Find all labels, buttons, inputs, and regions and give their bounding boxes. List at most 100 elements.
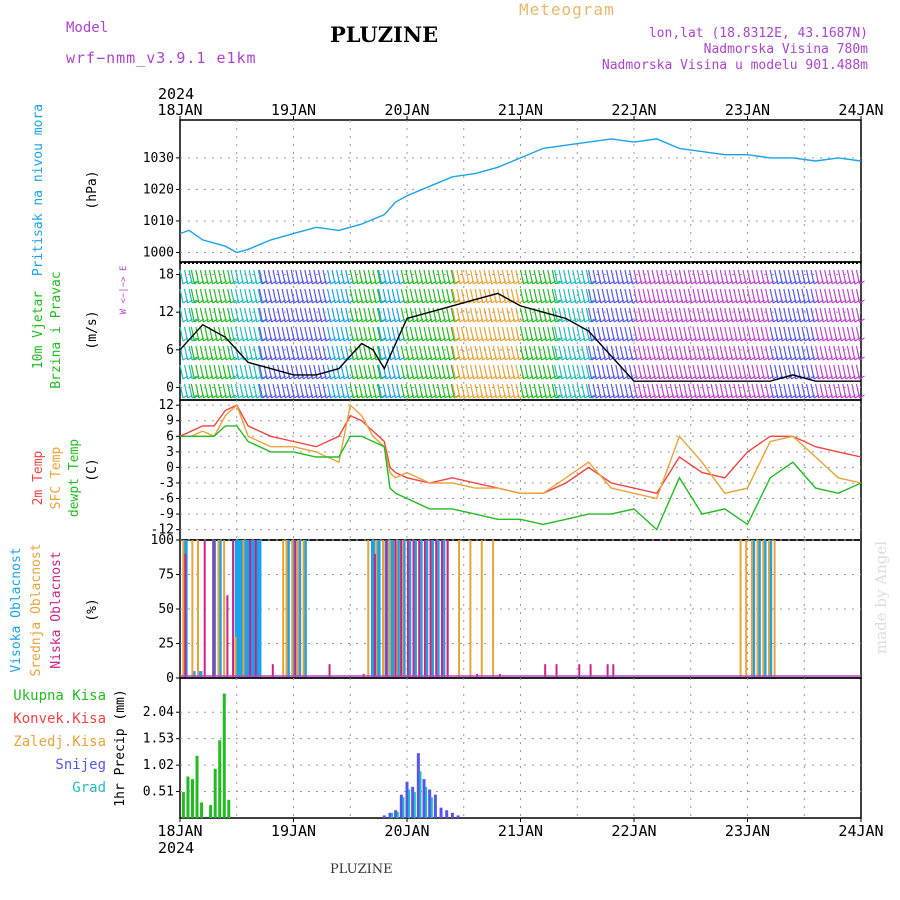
wind-barb-shaft (331, 345, 336, 361)
wind-barb-shaft (441, 345, 446, 361)
wind-barb-shaft (506, 383, 511, 399)
wind-barb-shaft (349, 326, 354, 342)
precip-bar-0 (200, 802, 204, 818)
wind-barb-shaft (418, 364, 424, 380)
wind-barb-shaft (567, 269, 572, 285)
wind-barb-shaft (519, 288, 525, 304)
wind-barb-shaft (787, 288, 792, 304)
wind-barb-shaft (696, 269, 702, 285)
wind-barb-shaft (774, 345, 779, 361)
wind-barb-shaft (488, 307, 493, 323)
wind-barb-shaft (313, 383, 318, 399)
wind-barb-shaft (624, 307, 629, 323)
wind-barb-shaft (760, 383, 765, 399)
wind-barb-shaft (628, 383, 634, 399)
wind-barb-shaft (601, 326, 606, 342)
wind-barb-shaft (277, 364, 282, 380)
wind-barb-shaft (295, 307, 300, 323)
wind-barb-shaft (213, 345, 218, 361)
wind-barb-shaft (227, 307, 232, 323)
wind-barb-shaft (367, 288, 372, 304)
wind-barb-shaft (456, 307, 461, 323)
cloud-label-low: Niska Oblacnost (49, 551, 64, 668)
wind-barb-shaft (340, 345, 345, 361)
wind-barb-shaft (290, 326, 295, 342)
wind-barb-shaft (414, 307, 419, 323)
wind-barb-shaft (567, 288, 572, 304)
wind-barb-shaft (218, 288, 223, 304)
year-label-top: 2024 (158, 85, 194, 103)
wind-barb-shaft (183, 288, 189, 304)
wind-barb-shaft (796, 269, 802, 285)
cloud-bar-mid (469, 540, 472, 677)
wind-barb-shaft (179, 383, 184, 399)
wind-barb-shaft (258, 345, 264, 361)
wind-barb-shaft (253, 364, 258, 380)
wind-barb-shaft (563, 326, 568, 342)
wind-barb-shaft (358, 269, 363, 285)
wind-barb-shaft (585, 269, 590, 285)
wind-barb-shaft (345, 269, 350, 285)
y-tick-label: 0.51 (143, 785, 174, 800)
wind-barb-shaft (687, 364, 693, 380)
wind-barb-shaft (637, 269, 643, 285)
wind-barb-shaft (610, 288, 615, 304)
wind-barb-shaft (837, 383, 842, 399)
wind-barb-shaft (272, 269, 277, 285)
wind-barb-shaft (363, 307, 368, 323)
wind-barb-shaft (405, 345, 410, 361)
wind-barb-shaft (706, 326, 711, 342)
wind-barb-shaft (751, 307, 756, 323)
wind-barb-shaft (515, 288, 520, 304)
wind-barb-shaft (427, 269, 433, 285)
wind-barb-shaft (396, 345, 401, 361)
wind-barb-shaft (792, 364, 797, 380)
wind-barb-shaft (299, 364, 304, 380)
wind-barb-shaft (819, 383, 824, 399)
wind-barb-shaft (469, 383, 475, 399)
wind-barb-shaft (253, 307, 258, 323)
cloud-bar-low (446, 540, 449, 677)
x-tick-label-bottom: 22JAN (611, 822, 656, 840)
wind-barb-shaft (331, 383, 336, 399)
wind-barb-shaft (253, 326, 258, 342)
wind-barb-shaft (837, 288, 842, 304)
wind-barb-shaft (553, 383, 559, 399)
precip-legend-4: Grad (72, 780, 106, 796)
wind-barb-shaft (414, 326, 419, 342)
wind-barb-shaft (501, 345, 506, 361)
wind-barb-shaft (674, 383, 679, 399)
wind-barb-shaft (414, 364, 419, 380)
wind-barb-shaft (277, 345, 282, 361)
wind-barb-shaft (230, 288, 235, 304)
wind-barb-shaft (349, 307, 354, 323)
wind-barb-shaft (678, 364, 683, 380)
wind-barb-shaft (733, 288, 738, 304)
wind-compass-label: W <−|−> E (119, 266, 129, 315)
wind-barb-shaft (846, 383, 851, 399)
wind-barb-shaft (637, 307, 643, 323)
wind-barb-shaft (651, 364, 656, 380)
wind-barb-shaft (222, 345, 227, 361)
cloud-bar-low (328, 664, 331, 677)
wind-barb-shaft (846, 364, 851, 380)
wind-barb-shaft (437, 326, 442, 342)
wind-barb-shaft (755, 288, 761, 304)
cloud-bar-low (203, 540, 206, 677)
precip-bar-0 (227, 799, 231, 818)
wind-barb-shaft (317, 288, 323, 304)
wind-barb-shaft (687, 383, 693, 399)
wind-barb-shaft (437, 345, 442, 361)
wind-barb-shaft (815, 383, 820, 399)
wind-barb-shaft (778, 383, 783, 399)
wind-barb-shaft (515, 345, 520, 361)
wind-barb-shaft (828, 326, 833, 342)
wind-barb-shaft (340, 326, 345, 342)
wind-barb-shaft (774, 288, 779, 304)
wind-barb-shaft (299, 269, 304, 285)
wind-barb-shaft (345, 383, 350, 399)
wind-barb-shaft (669, 345, 674, 361)
wind-barb-shaft (409, 383, 414, 399)
wind-barb-flag (859, 394, 865, 399)
wind-barb-shaft (606, 383, 611, 399)
